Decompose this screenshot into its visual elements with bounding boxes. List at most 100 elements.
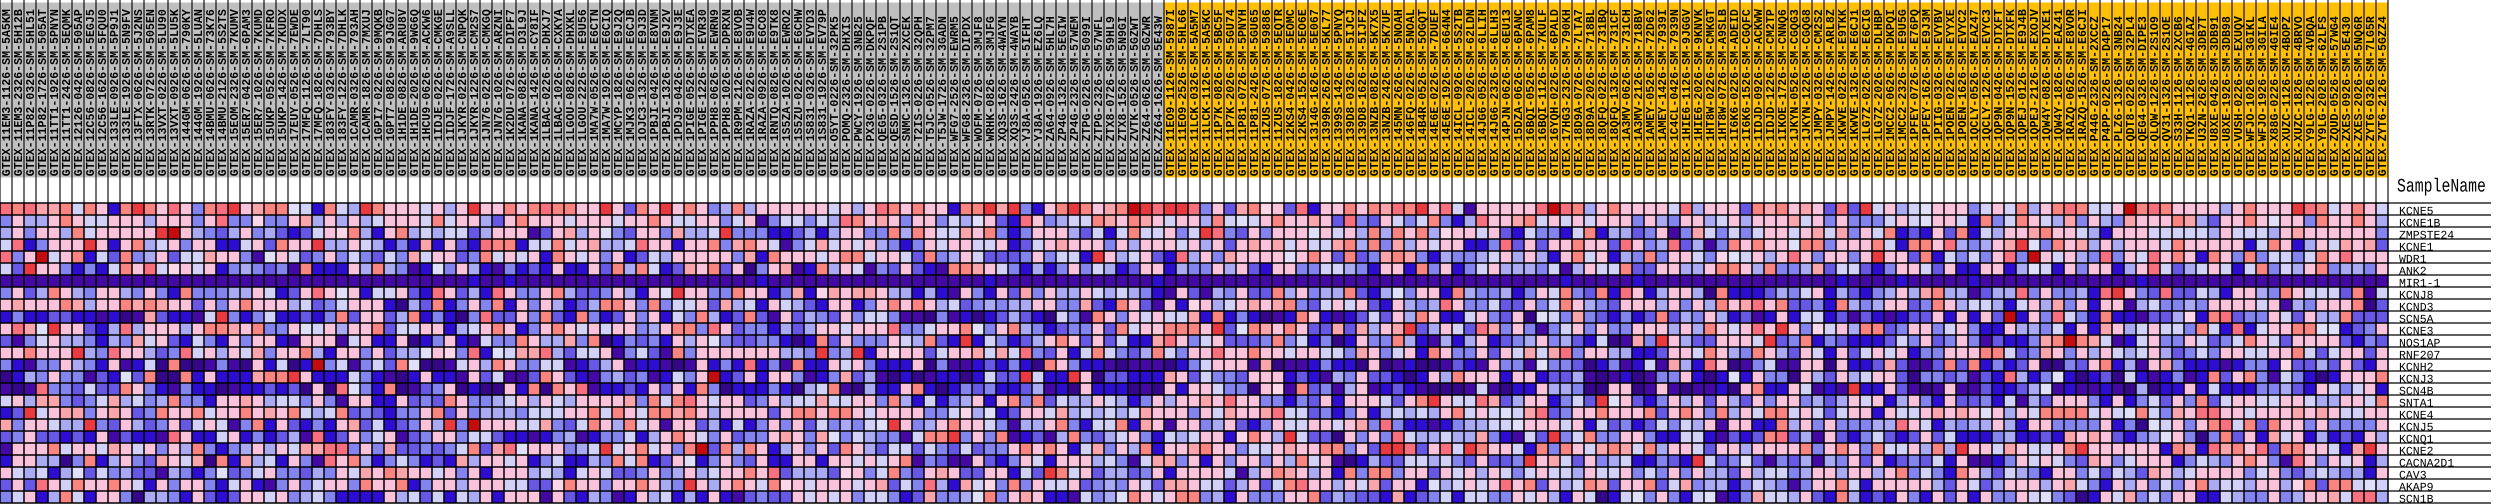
svg-text:GTEX-PX3G-0226-SM-DKPQF: GTEX-PX3G-0226-SM-DKPQF xyxy=(865,16,878,176)
svg-text:GTEX-16BQI-0526-SM-6PAM8: GTEX-16BQI-0526-SM-6PAM8 xyxy=(1525,9,1538,176)
svg-text:GTEX-U8XE-1926-SM-3DB98: GTEX-U8XE-1926-SM-3DB98 xyxy=(2221,16,2234,176)
svg-text:GTEX-183FY-0326-SM-793BY: GTEX-183FY-0326-SM-793BY xyxy=(325,9,338,176)
svg-text:GTEX-1PPH8-1026-SM-DPRXN: GTEX-1PPH8-1026-SM-DPRXN xyxy=(721,9,734,176)
svg-text:GTEX-YJ8A-0526-SM-5IFHT: GTEX-YJ8A-0526-SM-5IFHT xyxy=(1021,16,1034,176)
svg-text:GTEX-ZTPG-2326-SM-57WFL: GTEX-ZTPG-2326-SM-57WFL xyxy=(1093,16,1106,176)
svg-text:SampleName: SampleName xyxy=(2397,176,2486,198)
svg-text:GTEX-ZA64-0926-SM-5HL7H: GTEX-ZA64-0926-SM-5HL7H xyxy=(1045,16,1058,176)
svg-text:GTEX-18QFQ-1326-SM-731CF: GTEX-18QFQ-1326-SM-731CF xyxy=(1609,9,1622,176)
svg-text:KCNE2: KCNE2 xyxy=(2399,446,2434,459)
svg-text:AKAP9: AKAP9 xyxy=(2399,482,2434,495)
svg-text:GTEX-14ICL-0926-SM-5S2TB: GTEX-14ICL-0926-SM-5S2TB xyxy=(1453,9,1466,176)
svg-text:GTEX-1QW4Y-0826-SM-DTXE1: GTEX-1QW4Y-0826-SM-DTXE1 xyxy=(2041,9,2054,176)
svg-text:GTEX-18D9A-0726-SM-7LTA7: GTEX-18D9A-0726-SM-7LTA7 xyxy=(1573,9,1586,176)
svg-text:GTEX-QEG4-0326-SM-DIPE3: GTEX-QEG4-0326-SM-DIPE3 xyxy=(2137,16,2150,176)
svg-text:GTEX-X88G-0226-SM-4GIE4: GTEX-X88G-0226-SM-4GIE4 xyxy=(2269,16,2282,176)
svg-text:GTEX-1IKOE-1726-SM-CNNQ6: GTEX-1IKOE-1726-SM-CNNQ6 xyxy=(1777,9,1790,176)
svg-text:GTEX-11EM3-1126-SM-5A5KM: GTEX-11EM3-1126-SM-5A5KM xyxy=(1,9,14,176)
svg-text:GTEX-13RTK-0726-SM-505EN: GTEX-13RTK-0726-SM-505EN xyxy=(145,9,158,176)
svg-text:GTEX-12126-0426-SM-505AP: GTEX-12126-0426-SM-505AP xyxy=(73,9,86,176)
svg-text:GTEX-1K2DU-0726-SM-DIPF7: GTEX-1K2DU-0726-SM-DIPF7 xyxy=(505,9,518,176)
svg-text:GTEX-13VXT-0226-SM-5LU90: GTEX-13VXT-0226-SM-5LU90 xyxy=(157,9,170,176)
svg-text:GTEX-Y9LG-2026-SM-62LFS: GTEX-Y9LG-2026-SM-62LFS xyxy=(2317,16,2330,176)
svg-text:GTEX-11LCK-0326-SM-5A5M7: GTEX-11LCK-0326-SM-5A5M7 xyxy=(1189,9,1202,176)
svg-text:KCNQ1: KCNQ1 xyxy=(2399,434,2434,447)
svg-text:GTEX-14JG6-0526-SM-6LLIH: GTEX-14JG6-0526-SM-6LLIH xyxy=(1477,9,1490,176)
svg-text:GTEX-1RAZA-0926-SM-E6CO8: GTEX-1RAZA-0926-SM-E6CO8 xyxy=(757,9,770,176)
svg-text:GTEX-1AMEY-0526-SM-72D62: GTEX-1AMEY-0526-SM-72D62 xyxy=(1645,9,1658,176)
svg-text:GTEX-1CAMR-0326-SM-793AH: GTEX-1CAMR-0326-SM-793AH xyxy=(349,9,362,176)
svg-text:GTEX-SNMC-1326-SM-2XCEK: GTEX-SNMC-1326-SM-2XCEK xyxy=(901,16,914,176)
svg-text:MIR1-1: MIR1-1 xyxy=(2399,278,2441,291)
svg-text:KCNE1B: KCNE1B xyxy=(2399,218,2441,231)
svg-text:GTEX-1KWVE-1326-SM-E6CJ1: GTEX-1KWVE-1326-SM-E6CJ1 xyxy=(1849,9,1862,176)
svg-text:GTEX-XUZC-1826-SM-4BRVO: GTEX-XUZC-1826-SM-4BRVO xyxy=(2293,16,2306,176)
svg-text:GTEX-15DZA-0626-SM-6PANC: GTEX-15DZA-0626-SM-6PANC xyxy=(1513,9,1526,176)
svg-text:WDR1: WDR1 xyxy=(2399,254,2427,267)
svg-text:GTEX-139D8-1626-SM-5IJFZ: GTEX-139D8-1626-SM-5IJFZ xyxy=(1357,9,1370,176)
svg-text:GTEX-13NZB-0826-SM-5K7X5: GTEX-13NZB-0826-SM-5K7X5 xyxy=(1369,9,1382,176)
svg-text:GTEX-1GPT7-0826-SM-9JGG7: GTEX-1GPT7-0826-SM-9JGG7 xyxy=(385,9,398,176)
svg-text:GTEX-1S5ZU-0226-SM-E6CHW: GTEX-1S5ZU-0226-SM-E6CHW xyxy=(793,9,806,176)
svg-text:GTEX-1S5ZA-1026-SM-EWRO2: GTEX-1S5ZA-1026-SM-EWRO2 xyxy=(781,9,794,176)
svg-text:GTEX-15ER7-0426-SM-6PAM3: GTEX-15ER7-0426-SM-6PAM3 xyxy=(241,9,254,176)
svg-text:GTEX-WRHK-0826-SM-3MJFG: GTEX-WRHK-0826-SM-3MJFG xyxy=(985,16,998,176)
svg-text:GTEX-11TT1-2426-SM-5EQMK: GTEX-11TT1-2426-SM-5EQMK xyxy=(61,9,74,176)
svg-text:GTEX-1399R-2626-SM-5KL77: GTEX-1399R-2626-SM-5KL77 xyxy=(1321,9,1334,176)
svg-text:GTEX-1JMPY-0326-SM-CM2S2: GTEX-1JMPY-0326-SM-CM2S2 xyxy=(1813,9,1826,176)
svg-text:GTEX-YJ8A-1926-SM-EZ6LQ: GTEX-YJ8A-1926-SM-EZ6LQ xyxy=(1033,16,1046,176)
svg-text:GTEX-1MCC2-0626-SM-DKPQI: GTEX-1MCC2-0626-SM-DKPQI xyxy=(1885,9,1898,176)
svg-text:GTEX-ZZ64-1626-SM-5E43W: GTEX-ZZ64-1626-SM-5E43W xyxy=(1153,16,1166,176)
svg-text:GTEX-1PFEY-1626-SM-E9J3M: GTEX-1PFEY-1626-SM-E9J3M xyxy=(1921,9,1934,176)
svg-text:GTEX-WOFM-0726-SM-3MJF8: GTEX-WOFM-0726-SM-3MJF8 xyxy=(973,16,986,176)
svg-text:GTEX-T5JW-1726-SM-3GADN: GTEX-T5JW-1726-SM-3GADN xyxy=(937,16,950,176)
svg-text:GTEX-12C56-1626-SM-5FQU0: GTEX-12C56-1626-SM-5FQU0 xyxy=(97,9,110,176)
svg-text:GTEX-1PIGE-1226-SM-EVR30: GTEX-1PIGE-1226-SM-EVR30 xyxy=(697,9,710,176)
svg-text:GTEX-1HIE6-1126-SM-9JGGV: GTEX-1HIE6-1126-SM-9JGGV xyxy=(1681,9,1694,176)
svg-text:GTEX-ZTX8-0726-SM-59HL9: GTEX-ZTX8-0726-SM-59HL9 xyxy=(1105,16,1118,176)
svg-text:GTEX-14ICL-2026-SM-62LDN: GTEX-14ICL-2026-SM-62LDN xyxy=(1465,9,1478,176)
svg-text:GTEX-11TT1-1926-SM-5PNYN: GTEX-11TT1-1926-SM-5PNYN xyxy=(49,9,62,176)
svg-text:GTEX-1AMEY-1426-SM-7939I: GTEX-1AMEY-1426-SM-7939I xyxy=(1657,9,1670,176)
svg-text:GTEX-1IDJF-1726-SM-A9SLL: GTEX-1IDJF-1726-SM-A9SLL xyxy=(445,9,458,176)
svg-text:GTEX-WFG7-2526-SM-EWRM5: GTEX-WFG7-2526-SM-EWRM5 xyxy=(949,16,962,176)
svg-text:GTEX-139D8-0326-SM-5IJCJ: GTEX-139D8-0326-SM-5IJCJ xyxy=(1345,9,1358,176)
svg-text:KCNJ8: KCNJ8 xyxy=(2399,290,2434,303)
svg-text:CAV3: CAV3 xyxy=(2399,470,2427,483)
svg-text:KCNH2: KCNH2 xyxy=(2399,362,2434,375)
svg-text:GTEX-14PJN-0626-SM-6EU13: GTEX-14PJN-0626-SM-6EU13 xyxy=(1501,9,1514,176)
svg-text:GTEX-12KS4-1526-SM-5EO6E: GTEX-12KS4-1526-SM-5EO6E xyxy=(1297,9,1310,176)
svg-text:GTEX-13NZB-2426-SM-5K7UF: GTEX-13NZB-2426-SM-5K7UF xyxy=(1381,9,1394,176)
svg-text:GTEX-144GM-0626-SM-790KY: GTEX-144GM-0626-SM-790KY xyxy=(181,9,194,176)
svg-text:GTEX-1S831-1926-SM-EV79P: GTEX-1S831-1926-SM-EV79P xyxy=(817,9,830,176)
svg-text:GTEX-1RAZQ-1526-SM-E6CJI: GTEX-1RAZQ-1526-SM-E6CJI xyxy=(2077,9,2090,176)
svg-text:RNF207: RNF207 xyxy=(2399,350,2440,363)
svg-text:GTEX-ZYT6-2126-SM-5GZZ4: GTEX-ZYT6-2126-SM-5GZZ4 xyxy=(2377,16,2390,176)
svg-text:KCNE5: KCNE5 xyxy=(2399,206,2434,219)
svg-text:GTEX-1H1DE-2026-SM-9WG6Q: GTEX-1H1DE-2026-SM-9WG6Q xyxy=(409,9,422,176)
svg-text:GTEX-1HIE6-2026-SM-9KNVK: GTEX-1HIE6-2026-SM-9KNVK xyxy=(1693,9,1706,176)
svg-text:GTEX-15UKP-1426-SM-7KUDX: GTEX-15UKP-1426-SM-7KUDX xyxy=(277,9,290,176)
svg-text:GTEX-18QFQ-0226-SM-731BQ: GTEX-18QFQ-0226-SM-731BQ xyxy=(1597,9,1610,176)
svg-text:KCNE4: KCNE4 xyxy=(2399,410,2434,423)
svg-text:GTEX-1KANA-1426-SM-CY8IF: GTEX-1KANA-1426-SM-CY8IF xyxy=(529,9,542,176)
svg-text:GTEX-QESD-1526-SM-2S1QT: GTEX-QESD-1526-SM-2S1QT xyxy=(889,16,902,176)
svg-text:GTEX-ZP4G-1326-SM-5EGIW: GTEX-ZP4G-1326-SM-5EGIW xyxy=(1057,16,1070,176)
svg-text:GTEX-1JKYR-1226-SM-CM2S7: GTEX-1JKYR-1226-SM-CM2S7 xyxy=(469,9,482,176)
svg-text:KCNE3: KCNE3 xyxy=(2399,326,2434,339)
svg-text:GTEX-1A3MV-2126-SM-718BV: GTEX-1A3MV-2126-SM-718BV xyxy=(1633,9,1646,176)
svg-text:GTEX-1KANA-0826-SM-D3L9J: GTEX-1KANA-0826-SM-D3L9J xyxy=(517,9,530,176)
svg-text:GTEX-15ER7-1026-SM-7KUMD: GTEX-15ER7-1026-SM-7KUMD xyxy=(253,9,266,176)
svg-text:GTEX-1KWVE-0226-SM-E9TKK: GTEX-1KWVE-0226-SM-E9TKK xyxy=(1837,9,1850,176)
svg-text:GTEX-11P82-1726-SM-505AT: GTEX-11P82-1726-SM-505AT xyxy=(37,9,50,176)
svg-text:GTEX-ZXES-0926-SM-5E430: GTEX-ZXES-0926-SM-5E430 xyxy=(2341,16,2354,176)
svg-text:GTEX-1QPEJ-2126-SM-EXOJV: GTEX-1QPEJ-2126-SM-EXOJV xyxy=(2029,9,2042,176)
svg-text:KCND3: KCND3 xyxy=(2399,302,2434,315)
svg-text:GTEX-1MA7W-0526-SM-E6CTN: GTEX-1MA7W-0526-SM-E6CTN xyxy=(589,9,602,176)
svg-text:GTEX-14BMU-2126-SM-5S2TS: GTEX-14BMU-2126-SM-5S2TS xyxy=(217,9,230,176)
svg-text:GTEX-1GPI7-0226-SM-9MQKB: GTEX-1GPI7-0226-SM-9MQKB xyxy=(373,9,386,176)
svg-text:GTEX-1PDJ9-0426-SM-E9J3E: GTEX-1PDJ9-0426-SM-E9J3E xyxy=(673,9,686,176)
svg-text:GTEX-14B4R-0526-SM-5OGQT: GTEX-14B4R-0526-SM-5OGQT xyxy=(1417,9,1430,176)
svg-text:GTEX-17EUY-0526-SM-7EWDE: GTEX-17EUY-0526-SM-7EWDE xyxy=(289,9,302,176)
svg-text:GTEX-11P81-0726-SM-5PNYH: GTEX-11P81-0726-SM-5PNYH xyxy=(1237,9,1250,176)
